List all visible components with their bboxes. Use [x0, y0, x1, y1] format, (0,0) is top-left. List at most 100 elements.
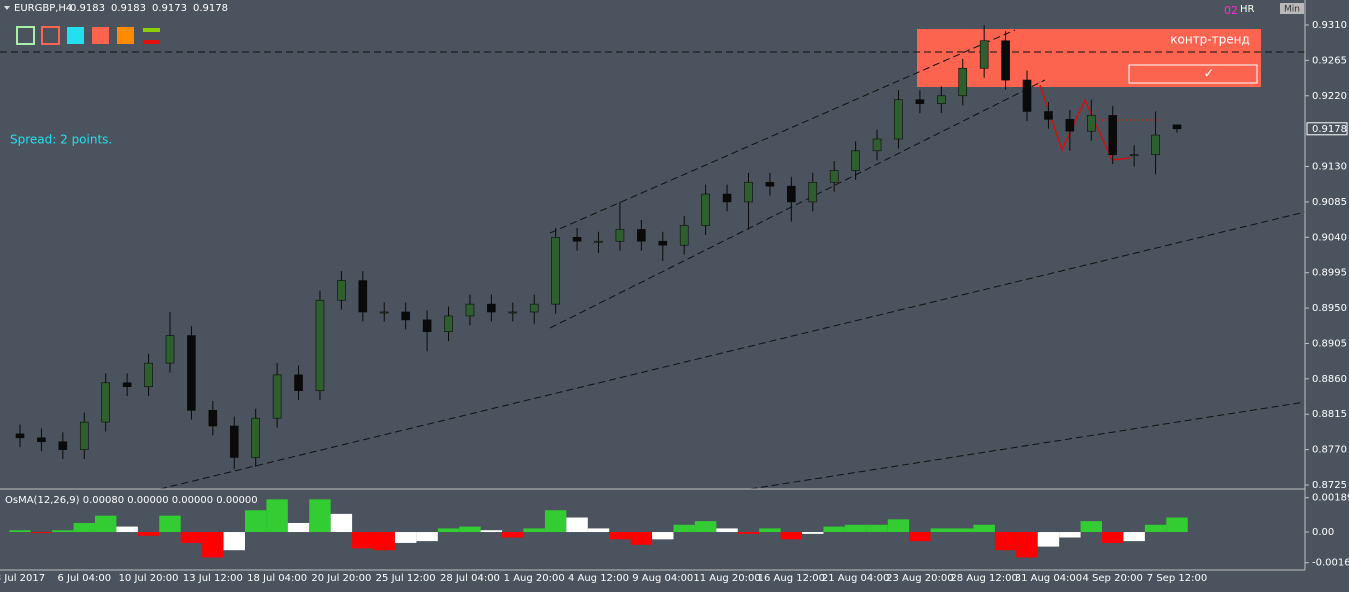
- header-close: 0.9178: [193, 3, 228, 14]
- osma-bar: [1016, 532, 1038, 558]
- osma-bar: [544, 510, 567, 533]
- osma-bar: [866, 524, 888, 533]
- counter-trend-zone: [917, 29, 1261, 87]
- candle-body: [208, 409, 218, 427]
- last-price: 0.9178: [1312, 124, 1347, 135]
- spread: Spread: 2 points.: [10, 133, 112, 147]
- candle-body: [37, 437, 46, 443]
- indicator-title: OsMA(12,26,9) 0.00080 0.00000 0.00000 0.…: [5, 495, 258, 506]
- osma-bar: [694, 521, 717, 533]
- x-tick-label: 16 Aug 12:00: [758, 573, 825, 584]
- y-tick-label: 0.8770: [1312, 445, 1347, 456]
- candle-body: [315, 299, 325, 391]
- osma-bar: [309, 499, 331, 533]
- x-tick-label: 4 Sep 20:00: [1083, 573, 1143, 584]
- osma-bar: [1123, 532, 1145, 542]
- osma-bar: [30, 532, 53, 533]
- timer: 02: [1224, 4, 1238, 17]
- zigzag: [1039, 84, 1131, 161]
- osma-bar: [802, 532, 824, 534]
- y-tick-label: 0.9130: [1312, 162, 1347, 173]
- osma-bar: [587, 528, 610, 533]
- min[interactable]: Min: [1284, 5, 1300, 15]
- x-tick-label: 23 Aug 20:00: [886, 573, 953, 584]
- hr: HR: [1240, 4, 1255, 15]
- header-high: 0.9183: [111, 3, 146, 14]
- candle-body: [937, 95, 946, 104]
- osma-bar: [266, 499, 288, 533]
- osma-bar: [116, 526, 138, 533]
- x-tick-label: 10 Jul 20:00: [119, 573, 179, 584]
- candle-body: [637, 229, 646, 242]
- x-tick-label: 7 Sep 12:00: [1147, 573, 1207, 584]
- zone-check[interactable]: ✓: [1204, 67, 1215, 82]
- y-tick-label: 0.8725: [1312, 480, 1347, 491]
- osma-bar: [759, 528, 781, 533]
- candle-body: [1022, 79, 1032, 112]
- x-tick-label: 1 Aug 20:00: [504, 573, 565, 584]
- candle-body: [1172, 124, 1182, 130]
- osma-bar: [502, 532, 524, 538]
- x-tick-label: 13 Jul 12:00: [183, 573, 243, 584]
- candle-body: [594, 240, 603, 243]
- osma-bar: [202, 532, 224, 558]
- candle-body: [79, 421, 89, 450]
- osma-bar: [523, 528, 545, 533]
- y-tick-label: 0.8815: [1312, 409, 1347, 420]
- candle-body: [1129, 154, 1139, 157]
- osma-bar: [673, 524, 695, 533]
- osma-bar: [244, 510, 267, 533]
- menu-arrow[interactable]: [4, 6, 10, 10]
- y-tick-label: -0.00169: [1312, 558, 1349, 569]
- color-box[interactable]: [67, 27, 84, 44]
- osma-bar: [630, 532, 653, 545]
- osma-bar: [330, 513, 353, 533]
- candle-body: [101, 382, 111, 423]
- osma-bar: [823, 526, 845, 533]
- y-tick-label: 0.9085: [1312, 197, 1347, 208]
- candle-body: [701, 193, 710, 226]
- header-low: 0.9173: [152, 3, 187, 14]
- candle-body: [379, 311, 389, 314]
- color-box[interactable]: [143, 28, 160, 32]
- candle-body: [508, 311, 518, 314]
- osma-bar: [780, 532, 803, 540]
- osma-bar: [844, 524, 867, 533]
- color-box[interactable]: [117, 27, 134, 44]
- toolbar: EURGBP,H4 Spread: 2 points. 02 HR Min Os…: [0, 0, 1306, 571]
- candle-body: [744, 181, 753, 203]
- candle-body: [251, 417, 260, 458]
- color-box[interactable]: [16, 26, 35, 45]
- osma-bar: [287, 522, 310, 533]
- candle-body: [401, 311, 410, 321]
- y-tick-label: 0.00189: [1312, 493, 1349, 504]
- candle-body: [422, 319, 432, 332]
- color-box[interactable]: [41, 26, 60, 45]
- osma-bar: [1037, 532, 1060, 547]
- candle-body: [1065, 119, 1075, 132]
- x-tick-label: 9 Aug 04:00: [632, 573, 693, 584]
- candle-body: [444, 315, 453, 332]
- candle-body: [1151, 134, 1160, 156]
- x-tick-label: 18 Jul 04:00: [247, 573, 307, 584]
- osma-bar: [994, 532, 1017, 551]
- channel-upper: [549, 29, 1016, 234]
- x-tick-label: 3 Jul 2017: [0, 573, 45, 584]
- y-tick-label: 0.8950: [1312, 303, 1347, 314]
- candle-body: [465, 303, 475, 317]
- color-box[interactable]: [92, 27, 109, 44]
- symbol: EURGBP,H4: [14, 3, 72, 14]
- candle-body: [187, 335, 196, 411]
- y-tick-label: 0.9040: [1312, 232, 1347, 243]
- header-open: 0.9183: [70, 3, 105, 14]
- color-box[interactable]: [143, 40, 160, 44]
- trend-line: [159, 211, 1306, 490]
- osma-bar: [94, 515, 117, 533]
- min-button[interactable]: [1280, 3, 1304, 14]
- channel-lower: [549, 79, 1046, 329]
- x-tick-label: 28 Aug 12:00: [950, 573, 1017, 584]
- candles: [15, 25, 1182, 470]
- osma-bar: [566, 517, 588, 533]
- candle-body: [358, 280, 368, 313]
- zone-button[interactable]: [1128, 64, 1258, 84]
